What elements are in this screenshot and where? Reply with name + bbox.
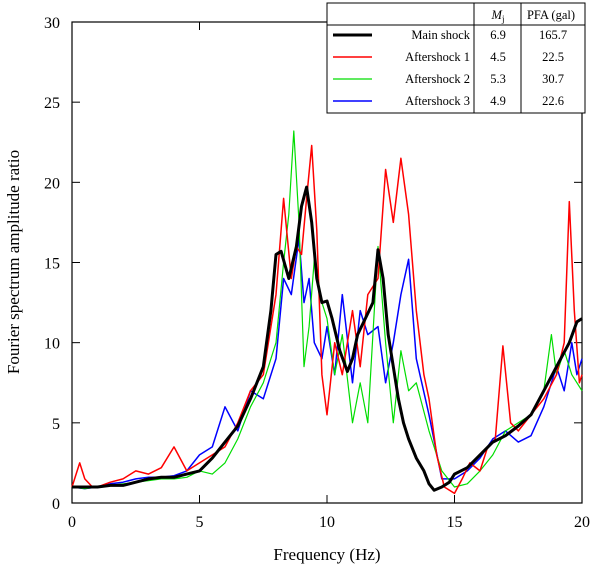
- x-tick-label-4: 20: [574, 514, 590, 531]
- y-axis-title: Fourier spectrum amplitude ratio: [4, 150, 23, 374]
- legend-label-aftershock-1: Aftershock 1: [405, 50, 470, 64]
- series-line-aftershock-2: [71, 130, 583, 490]
- series-line-main-shock: [72, 185, 583, 492]
- y-tick-label-2: 10: [44, 336, 60, 353]
- legend-pfa-aftershock-2: 30.7: [542, 72, 564, 86]
- series-lines: [71, 130, 583, 495]
- y-tick-label-6: 30: [44, 15, 60, 32]
- legend-mj-aftershock-3: 4.9: [490, 94, 506, 108]
- legend-pfa-aftershock-1: 22.5: [542, 50, 564, 64]
- legend-pfa-main-shock: 165.7: [539, 28, 567, 42]
- x-tick-label-0: 0: [68, 514, 76, 531]
- y-tick-label-3: 15: [44, 256, 60, 273]
- series-line-aftershock-1: [71, 144, 583, 495]
- series-line-aftershock-3: [71, 237, 583, 490]
- legend-header-mj: Mj: [491, 8, 505, 24]
- legend-pfa-aftershock-3: 22.6: [542, 94, 564, 108]
- axis-ticks: 0 5 10 15 20 0 5 10 15 20 25 30: [44, 15, 590, 531]
- legend: Mj PFA (gal) Main shock 6.9 165.7 Aftershoc…: [326, 2, 586, 114]
- legend-mj-aftershock-1: 4.5: [490, 50, 506, 64]
- legend-rows: Main shock 6.9 165.7 Aftershock 1 4.5 22.5 Aft…: [333, 28, 567, 108]
- legend-header-mj-subscript: j: [501, 14, 505, 24]
- legend-label-main-shock: Main shock: [411, 28, 470, 42]
- x-tick-label-1: 5: [196, 514, 204, 531]
- y-tick-label-5: 25: [44, 95, 60, 112]
- y-tick-label-4: 20: [44, 175, 60, 192]
- x-tick-label-3: 15: [447, 514, 463, 531]
- legend-box: [326, 2, 586, 114]
- legend-mj-aftershock-2: 5.3: [490, 72, 506, 86]
- legend-label-aftershock-2: Aftershock 2: [405, 72, 470, 86]
- y-tick-label-0: 0: [52, 496, 60, 513]
- y-tick-label-1: 5: [52, 416, 60, 433]
- x-tick-label-2: 10: [319, 514, 335, 531]
- legend-header-pfa: PFA (gal): [527, 8, 575, 22]
- legend-label-aftershock-3: Aftershock 3: [405, 94, 470, 108]
- x-axis-title: Frequency (Hz): [273, 545, 380, 564]
- legend-mj-main-shock: 6.9: [490, 28, 506, 42]
